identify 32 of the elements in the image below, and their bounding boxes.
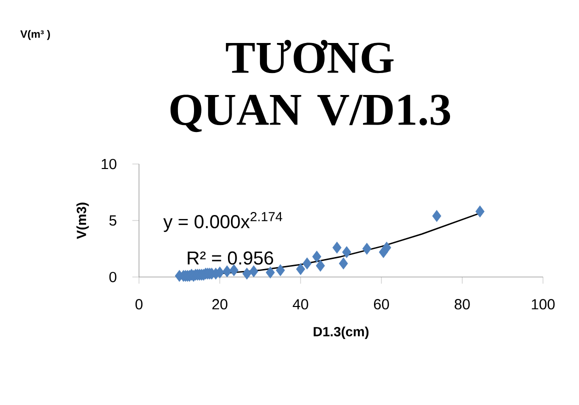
- x-axis-title: D1.3(cm): [314, 326, 368, 340]
- point: [249, 265, 258, 278]
- point: [242, 268, 252, 280]
- point: [302, 258, 312, 270]
- x-tick-label: 40: [292, 299, 308, 310]
- annotation: y = 0.000x$^{2.174}$: [163, 212, 282, 232]
- point: [296, 263, 306, 275]
- y-axis-title: V(m3): [76, 202, 89, 239]
- annotation: R² = 0.956: [188, 251, 274, 265]
- x-tick-label: 100: [532, 299, 555, 310]
- point: [342, 246, 352, 258]
- x-tick-label: 20: [212, 299, 228, 310]
- y-tick-label: 10: [102, 158, 116, 170]
- x-tick-label: 0: [135, 299, 142, 310]
- point: [432, 210, 442, 222]
- x-tick-label: 80: [454, 299, 470, 310]
- point: [276, 264, 285, 276]
- chart-title: TƯƠNG QUAN V/D1.3: [170, 40, 450, 132]
- x-tick-label: 60: [374, 299, 389, 310]
- point: [332, 242, 342, 254]
- point: [476, 206, 484, 218]
- y-tick-label: 0: [109, 272, 116, 282]
- text: V(m³ ): [20, 30, 50, 40]
- point: [312, 250, 322, 263]
- point: [382, 242, 392, 254]
- point: [229, 264, 238, 276]
- point: [316, 260, 325, 272]
- point: [362, 242, 372, 255]
- y-tick-label: 5: [109, 215, 116, 226]
- point: [338, 258, 348, 270]
- point: [222, 265, 232, 278]
- point: [266, 266, 275, 278]
